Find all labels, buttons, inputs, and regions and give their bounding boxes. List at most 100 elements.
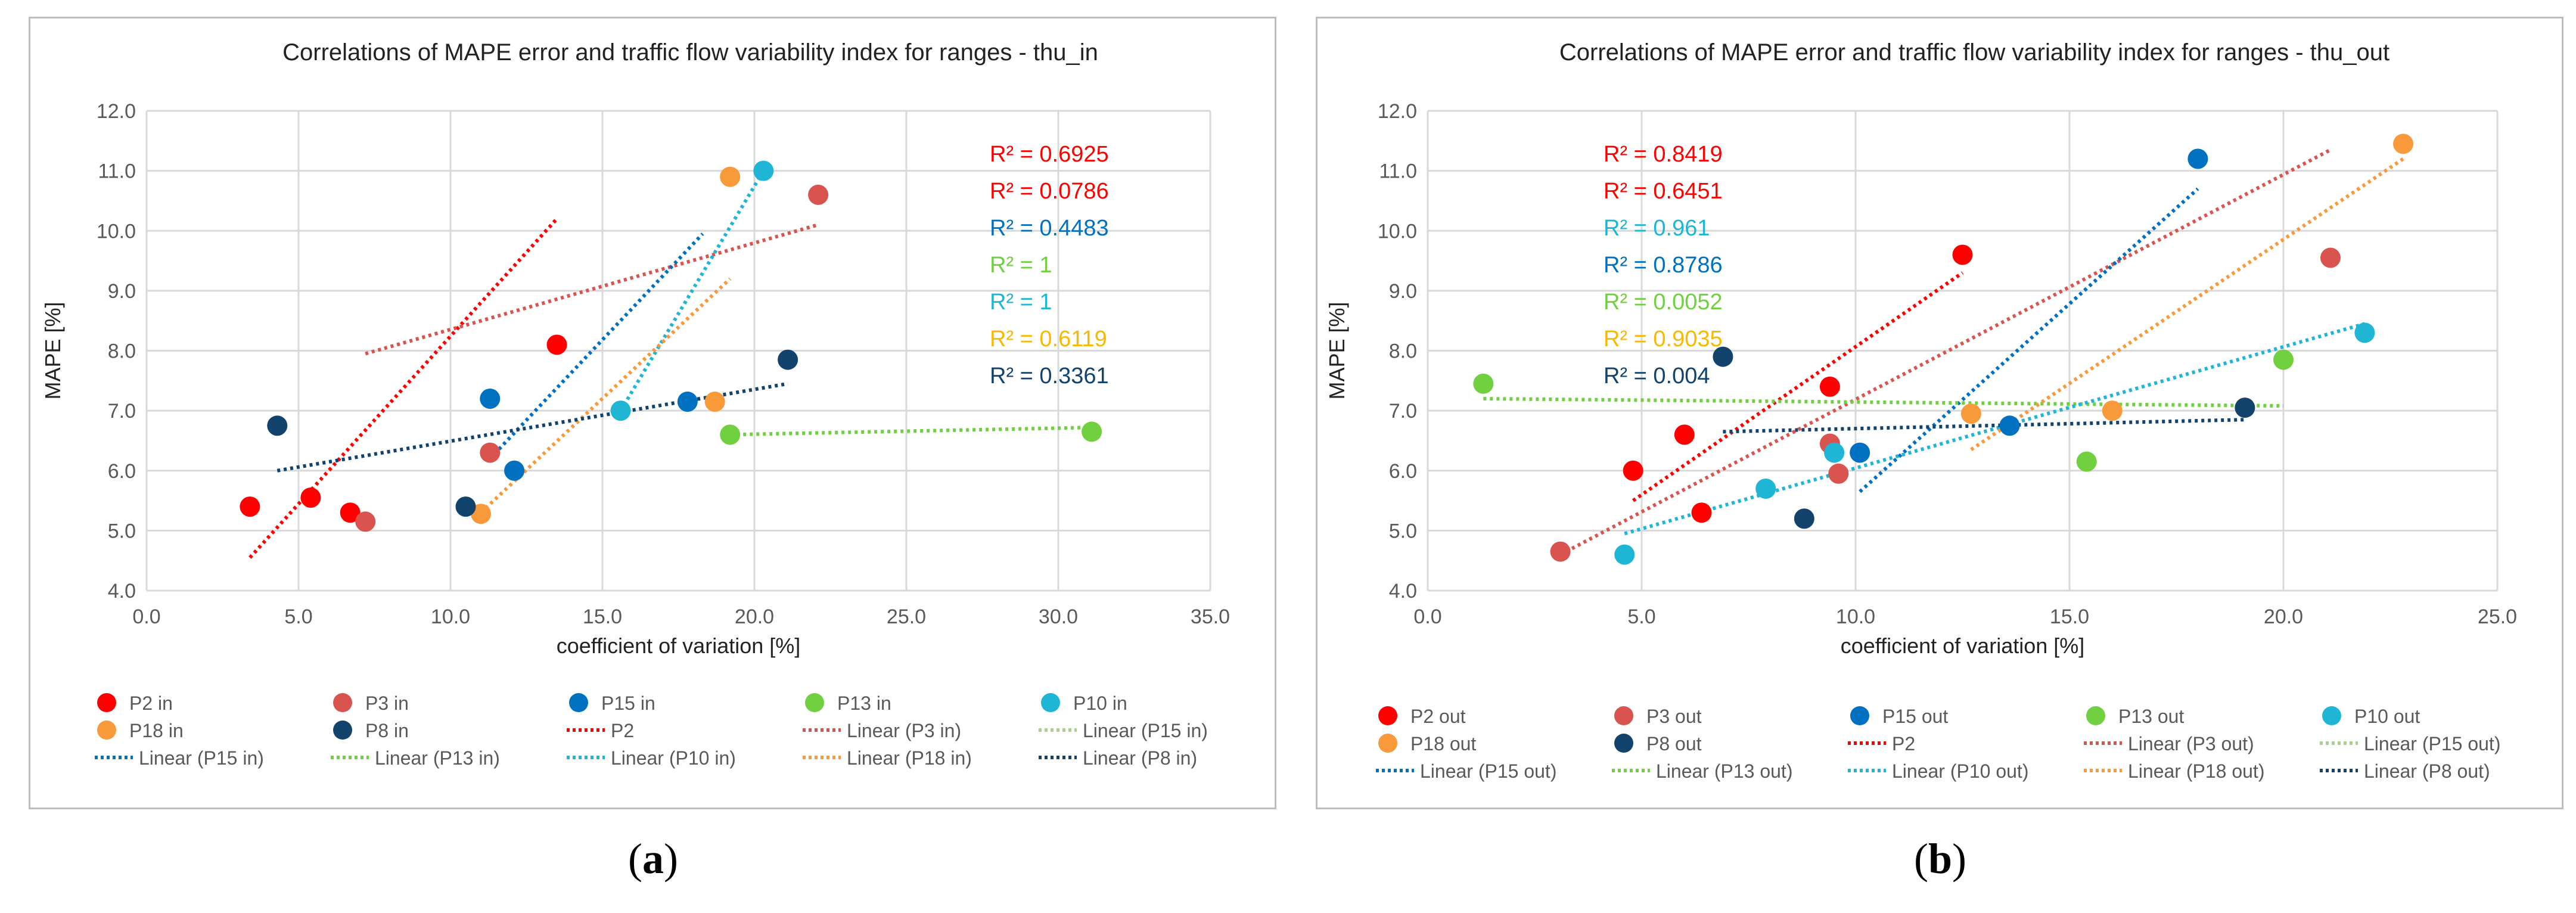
x-tick-label: 5.0 [284, 605, 312, 628]
data-point-p3-in [355, 511, 376, 532]
y-tick-label: 7.0 [108, 400, 136, 423]
legend-label: Linear (P10 in) [611, 747, 736, 769]
data-point-p13-in [1082, 421, 1102, 442]
data-point-p10-in [753, 160, 774, 181]
trendline-p13-out [1483, 397, 2284, 408]
data-point-p15-out [1850, 442, 1870, 463]
x-tick-label: 20.0 [735, 605, 774, 628]
legend-marker [805, 693, 824, 712]
legend-label: P2 out [1410, 706, 1466, 727]
x-tick-label: 35.0 [1191, 605, 1230, 628]
y-tick-label: 10.0 [1378, 220, 1417, 243]
r2-annotation: R² = 0.9035 [1604, 327, 1723, 352]
legend-label: P8 out [1646, 733, 1702, 754]
y-tick-label: 6.0 [1389, 460, 1417, 483]
data-point-p3-out [1828, 463, 1849, 484]
legend-label: P8 in [365, 720, 409, 741]
subfigure-label-a: (a) [628, 835, 678, 883]
data-point-p18-in [471, 504, 491, 524]
legend-marker [569, 693, 588, 712]
data-point-p8-out [1794, 508, 1814, 529]
y-tick-label: 12.0 [97, 100, 136, 123]
y-tick-label: 4.0 [1389, 580, 1417, 603]
r2-annotation: R² = 0.4483 [990, 216, 1109, 241]
trendline-p8-in [276, 381, 788, 473]
x-axis-label: coefficient of variation [%] [557, 633, 801, 658]
data-point-p2-out [1819, 376, 1840, 397]
legend-marker [2086, 706, 2105, 725]
data-point-p2-in [546, 334, 567, 355]
legend-label: P2 in [129, 692, 173, 714]
x-tick-label: 15.0 [583, 605, 622, 628]
x-tick-label: 10.0 [431, 605, 470, 628]
y-tick-label: 9.0 [108, 280, 136, 303]
chart-title: Correlations of MAPE error and traffic f… [1559, 39, 2389, 66]
legend-label: P15 in [601, 692, 655, 714]
y-tick-label: 6.0 [108, 460, 136, 483]
legend-label: Linear (P15 in) [1083, 720, 1208, 741]
trendline-p8-out [1723, 418, 2245, 434]
r2-annotation: R² = 0.8786 [1604, 253, 1723, 278]
y-tick-label: 5.0 [108, 520, 136, 542]
data-point-p10-out [1824, 442, 1845, 463]
x-tick-label: 5.0 [1627, 605, 1655, 628]
x-tick-label: 0.0 [132, 605, 160, 628]
legend-label: P3 in [365, 692, 409, 714]
r2-annotation: R² = 0.3361 [990, 364, 1109, 389]
legend-label: Linear (P3 in) [847, 720, 961, 741]
x-axis-label: coefficient of variation [%] [1841, 633, 2085, 658]
data-point-p8-in [455, 496, 476, 517]
data-point-p8-out [1713, 346, 1733, 367]
r2-annotation: R² = 0.961 [1604, 216, 1710, 241]
chart-b-svg: Correlations of MAPE error and traffic f… [1325, 39, 2517, 782]
data-point-p2-in [300, 487, 321, 508]
subfigure-label-b: (b) [1913, 835, 1966, 883]
trendline-p2-in [248, 218, 558, 559]
data-point-p18-in [704, 392, 725, 412]
data-point-p18-out [2102, 400, 2123, 421]
legend-marker [97, 693, 116, 712]
data-point-p13-out [1473, 373, 1494, 394]
y-tick-label: 11.0 [98, 160, 136, 183]
x-tick-label: 25.0 [887, 605, 926, 628]
data-point-p18-in [720, 166, 741, 187]
legend-label: Linear (P15 out) [1420, 760, 1556, 782]
trendline-p3-in [365, 223, 819, 356]
chart-panel-b: Correlations of MAPE error and traffic f… [1316, 17, 2563, 809]
trendline-p15-in [489, 232, 704, 460]
trendline-p18-out [1970, 157, 2404, 452]
data-point-p2-out [1691, 502, 1712, 523]
data-point-p2-in [340, 502, 361, 523]
data-point-p18-out [1960, 403, 1981, 424]
r2-annotation: R² = 0.0052 [1604, 290, 1723, 315]
y-axis-label: MAPE [%] [1325, 302, 1349, 399]
legend-marker [1041, 693, 1060, 712]
legend-label: Linear (P15 in) [139, 747, 264, 769]
legend-label: Linear (P18 in) [847, 747, 972, 769]
legend-marker [333, 721, 352, 740]
data-point-p3-out [2320, 247, 2341, 268]
chart-title: Correlations of MAPE error and traffic f… [282, 39, 1098, 66]
data-point-p2-out [1952, 244, 1973, 265]
r2-annotation: R² = 0.6925 [990, 142, 1109, 167]
trendline-p15-out [1859, 187, 2199, 493]
legend-label: Linear (P13 in) [375, 747, 500, 769]
y-tick-label: 8.0 [108, 340, 136, 363]
data-point-p3-in [480, 442, 501, 463]
r2-annotation: R² = 0.004 [1604, 364, 1710, 389]
data-point-p3-in [808, 184, 829, 205]
r2-annotation: R² = 1 [990, 253, 1052, 278]
data-point-p15-in [480, 389, 501, 409]
y-tick-label: 10.0 [97, 220, 136, 243]
data-point-p2-in [240, 496, 260, 517]
trendline-p10-in [619, 170, 765, 412]
legend-marker [1614, 706, 1633, 725]
data-point-p13-out [2076, 451, 2097, 472]
legend-label: P18 out [1410, 733, 1476, 754]
trendline-p18-in [479, 277, 732, 514]
legend-label: P3 out [1646, 706, 1702, 727]
legend-label: P13 out [2118, 706, 2184, 727]
legend-label: P15 out [1882, 706, 1948, 727]
legend-label: Linear (P8 in) [1083, 747, 1197, 769]
legend-label: P2 [611, 720, 634, 741]
